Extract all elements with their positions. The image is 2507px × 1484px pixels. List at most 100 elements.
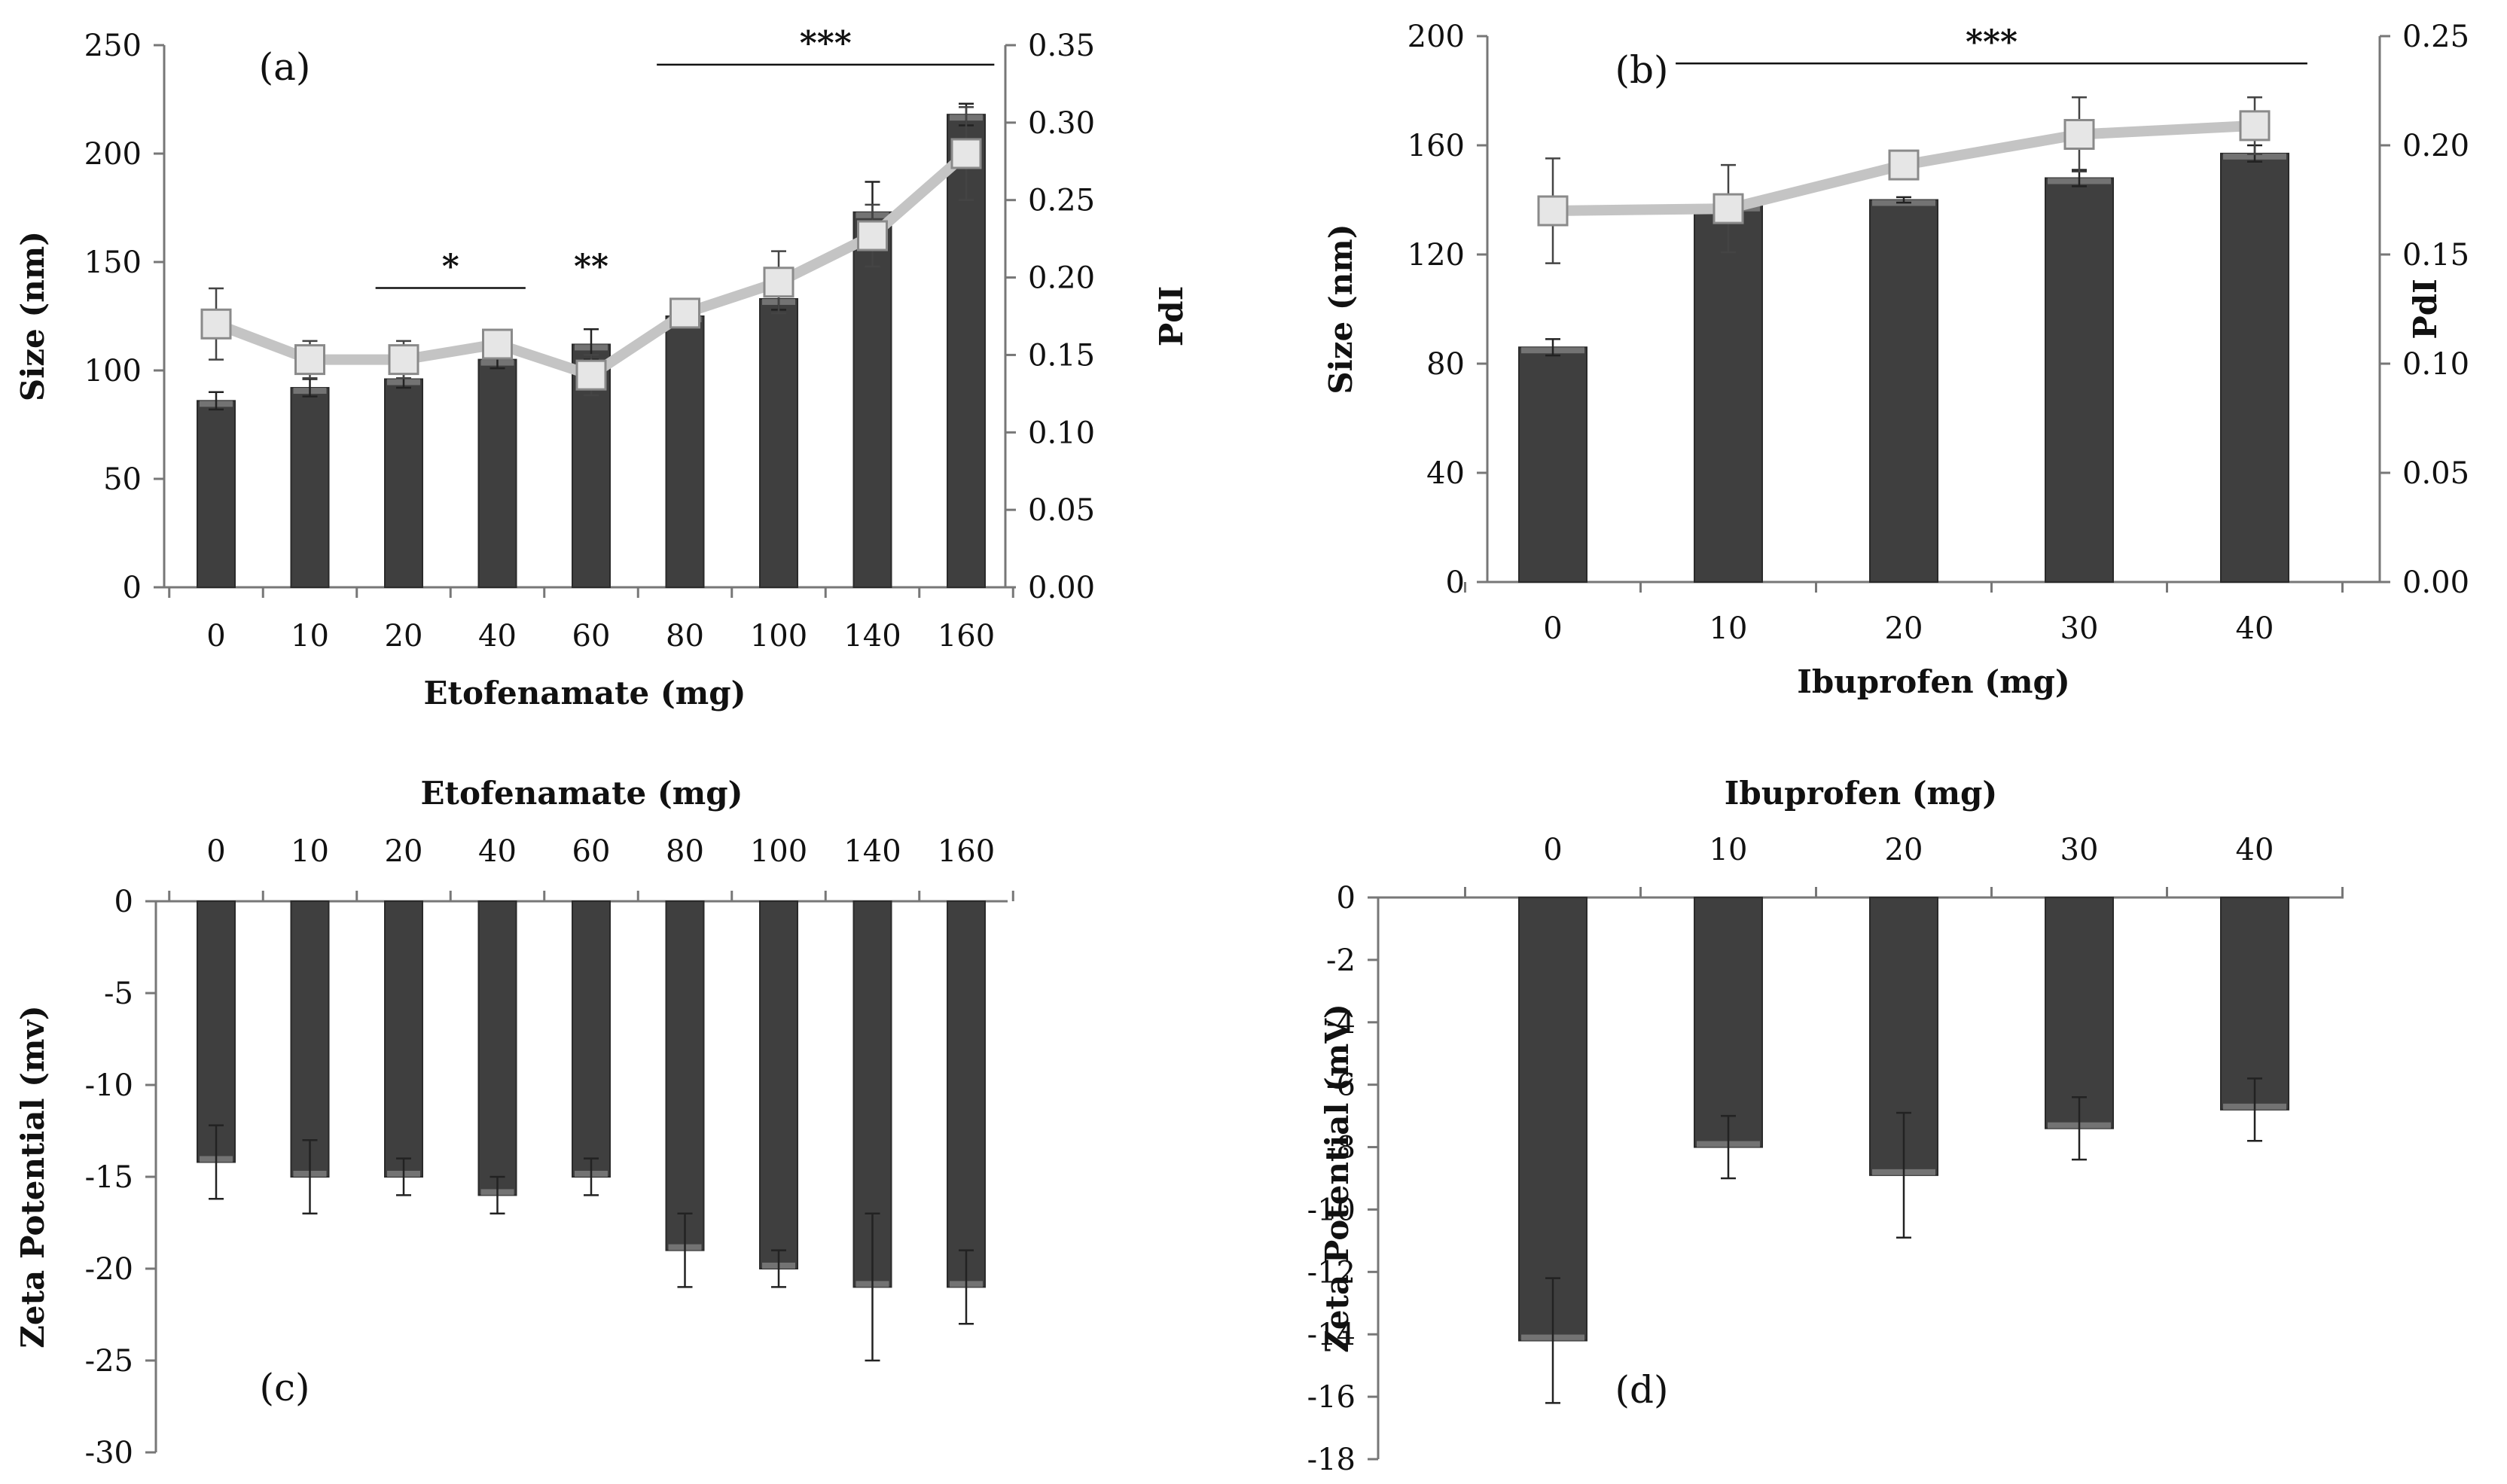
x-tick-label: 10	[1709, 833, 1748, 867]
bar	[1694, 204, 1763, 583]
pdi-point	[1537, 195, 1569, 227]
chart-d: 0 -2 -4 -6 -8 -10 -12 -14 -16 -18 0 10 20 30 40 Ibuprof…	[1307, 775, 2344, 1477]
x-tick-label: 30	[2060, 611, 2099, 646]
x-tick-label: 60	[572, 619, 611, 654]
y2-tick-label: 0.20	[1028, 261, 1095, 296]
bar	[665, 900, 705, 1251]
bar	[1518, 346, 1587, 583]
bar	[852, 211, 892, 588]
y-tick-label: -30	[85, 1436, 133, 1470]
y-tick-label: -14	[1307, 1318, 1356, 1352]
bar	[2045, 897, 2114, 1129]
bar	[947, 114, 986, 589]
y2-tick-label: 0.00	[1028, 571, 1095, 605]
x-tick-label: 40	[478, 619, 517, 654]
x-axis-title: Ibuprofen (mg)	[1725, 775, 1998, 812]
x-tick-label: 30	[2060, 833, 2099, 867]
pdi-point	[1888, 149, 1920, 181]
pdi-point	[2063, 119, 2095, 150]
panel-label: (a)	[259, 45, 311, 89]
x-tick-label: 80	[666, 619, 704, 654]
y2-axis-title: PdI	[1153, 286, 1190, 347]
y-tick-label: 40	[1426, 456, 1465, 491]
y2-tick-label: 0.10	[1028, 416, 1095, 450]
y-tick-label: 0	[1446, 565, 1465, 600]
y-tick-label: -8	[1326, 1131, 1356, 1166]
y-tick-label: 50	[103, 462, 142, 497]
bar	[1869, 199, 1938, 583]
pdi-point	[2239, 110, 2271, 142]
pdi-point	[1713, 193, 1744, 224]
bar	[290, 387, 330, 588]
bar	[384, 378, 423, 588]
chart-b: 0 40 80 120 160 200 0 10 20 30 40 0.00 0.05 0.10 0.15 0…	[1322, 20, 2469, 700]
y-tick-label: 100	[84, 354, 142, 389]
y-tick-label: 120	[1408, 238, 1465, 273]
x-tick-label: 10	[291, 834, 329, 869]
bar	[947, 900, 986, 1288]
x-tick-label: 140	[843, 834, 901, 869]
y-tick-label: 150	[84, 245, 142, 280]
x-tick-label: 60	[572, 834, 611, 869]
x-axis-title: Etofenamate (mg)	[424, 675, 746, 712]
y-tick-label: -16	[1307, 1380, 1356, 1415]
bar	[1869, 897, 1938, 1176]
x-tick-label: 20	[1885, 611, 1923, 646]
y-tick-label: -6	[1326, 1068, 1356, 1103]
bar	[1518, 897, 1587, 1342]
bar	[2220, 897, 2289, 1111]
x-tick-label: 20	[385, 834, 423, 869]
y-tick-label: 0	[1337, 881, 1356, 916]
pdi-point	[575, 359, 607, 391]
y2-axis-title: PdI	[2407, 279, 2444, 340]
pdi-point	[482, 328, 513, 360]
y2-tick-label: 0.25	[2402, 20, 2469, 54]
significance-mark: **	[574, 248, 608, 286]
y2-tick-label: 0.15	[1028, 338, 1095, 373]
y2-tick-label: 0.35	[1028, 29, 1095, 63]
x-tick-label: 10	[1709, 611, 1748, 646]
x-tick-label: 40	[2236, 611, 2274, 646]
y-axis-title: Size (nm)	[1322, 224, 1359, 394]
significance-mark: ***	[1966, 23, 2017, 61]
bar	[759, 900, 798, 1269]
panel-label: (d)	[1615, 1368, 1668, 1412]
bar	[572, 900, 611, 1178]
y-tick-label: -25	[85, 1344, 133, 1379]
y-tick-label: 0	[114, 885, 133, 919]
bar	[384, 900, 423, 1178]
pdi-point	[294, 344, 325, 376]
y-tick-label: -18	[1307, 1443, 1356, 1477]
x-axis-title: Ibuprofen (mg)	[1797, 663, 2070, 700]
bar	[477, 358, 517, 588]
y-axis-title: Size (nm)	[14, 231, 51, 401]
x-tick-label: 0	[206, 834, 225, 869]
y-tick-label: -12	[1307, 1255, 1356, 1290]
y-tick-label: 200	[84, 137, 142, 172]
y-axis-title: Zeta Potential (mv)	[14, 1005, 51, 1348]
y-tick-label: -10	[1307, 1193, 1356, 1227]
pdi-point	[950, 138, 982, 169]
x-tick-label: 80	[666, 834, 704, 869]
y-tick-label: -4	[1326, 1006, 1356, 1041]
x-tick-label: 140	[843, 619, 901, 654]
bar	[197, 400, 236, 588]
bar	[2045, 177, 2114, 583]
pdi-point	[388, 344, 419, 376]
y2-tick-label: 0.05	[1028, 493, 1095, 528]
pdi-point	[669, 297, 700, 329]
x-axis-title: Etofenamate (mg)	[421, 775, 743, 812]
x-tick-label: 40	[478, 834, 517, 869]
panel-label: (b)	[1615, 48, 1668, 92]
y2-tick-label: 0.30	[1028, 106, 1095, 141]
x-tick-label: 100	[750, 619, 807, 654]
bar	[290, 900, 330, 1178]
y-tick-label: -5	[104, 977, 133, 1011]
y2-tick-label: 0.15	[2402, 238, 2469, 273]
x-tick-label: 160	[938, 619, 995, 654]
y2-tick-label: 0.05	[2402, 456, 2469, 491]
x-tick-label: 20	[385, 619, 423, 654]
y-tick-label: 250	[84, 29, 142, 63]
bar	[477, 900, 517, 1196]
pdi-point	[200, 308, 232, 340]
